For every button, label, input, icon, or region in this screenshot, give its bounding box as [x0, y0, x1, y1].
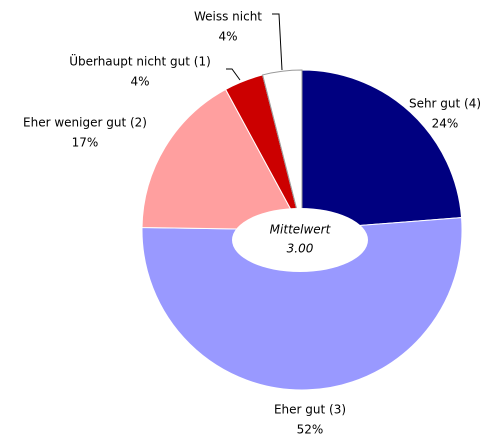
category-label: Weiss nicht [194, 10, 262, 24]
category-label: Eher weniger gut (2) [23, 116, 147, 130]
category-label: Eher gut (3) [274, 403, 346, 417]
value-label: 4% [218, 30, 237, 44]
category-label: Überhaupt nicht gut (1) [69, 53, 211, 69]
annotation: 3.00 [287, 242, 314, 256]
value-label: 17% [72, 136, 99, 150]
slice [141, 88, 303, 231]
slices [141, 69, 463, 391]
annotation: Mittelwert [270, 223, 332, 237]
slice [261, 69, 303, 231]
value-label: 4% [130, 75, 149, 89]
leader-line [272, 13, 283, 71]
slice [141, 217, 463, 391]
value-label: 52% [297, 423, 324, 437]
category-label: Sehr gut (4) [409, 97, 481, 111]
leader-line [226, 68, 241, 81]
center-ellipse [232, 208, 368, 272]
slice [301, 69, 463, 231]
value-label: 24% [432, 117, 459, 131]
